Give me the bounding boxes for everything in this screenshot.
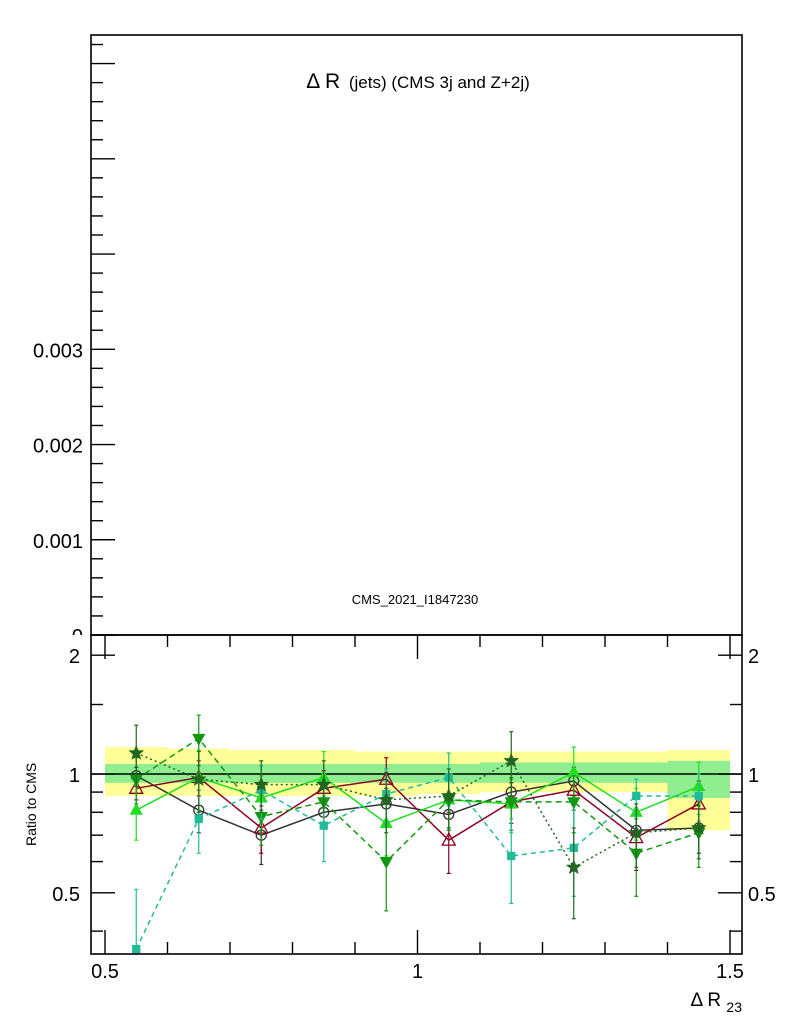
x-tick-label: 1.5 [716, 961, 744, 983]
ratio-y-tick-label: 1 [69, 765, 80, 787]
upper-y-tick-label: 0.001 [33, 531, 83, 553]
series-line [135, 771, 700, 825]
data-point [567, 797, 581, 810]
upper-y-tick-labels: 0.003 0.002 0.001 0 [33, 340, 83, 648]
x-tick-labels: 0.5 1 1.5 [91, 961, 744, 983]
data-point [129, 802, 143, 815]
ratio-y-tick-label-right: 2 [748, 646, 759, 668]
x-tick-label: 0.5 [91, 961, 119, 983]
upper-y-axis-ticks [91, 43, 115, 636]
inner-band-segment [605, 762, 668, 783]
data-point [504, 797, 518, 810]
ratio-y-tick-label: 0.5 [52, 884, 80, 906]
data-point [440, 787, 457, 803]
x-axis-label-sub: 23 [726, 999, 742, 1015]
series-line [135, 752, 699, 869]
series-line [135, 737, 699, 863]
data-point [378, 791, 395, 807]
series-3 [129, 714, 706, 912]
data-point [315, 776, 332, 792]
x-tick-label: 1 [412, 961, 423, 983]
x-axis-label: Δ R 23 [690, 990, 742, 1015]
data-point [507, 851, 516, 861]
upper-y-tick-label: 0 [72, 626, 83, 648]
y-axis-label: Ratio to CMS [23, 763, 39, 846]
chart-title: Δ R (jets) (CMS 3j and Z+2j) [306, 70, 530, 93]
chart-title-symbol: Δ R [306, 70, 340, 93]
ratio-y-tick-label-right: 1 [748, 765, 759, 787]
ratio-y-tick-label: 2 [69, 646, 80, 668]
upper-panel: 0.003 0.002 0.001 0 Δ R (jets) (CMS 3j and … [33, 34, 743, 648]
analysis-label: CMS_2021_I1847230 [352, 592, 479, 607]
ratio-y-tick-label-right: 0.5 [748, 884, 776, 906]
series-line [135, 776, 699, 950]
data-point [192, 733, 206, 746]
data-point [694, 791, 703, 801]
x-axis-label-main: Δ R [690, 990, 721, 1011]
ratio-plot-frame [90, 634, 743, 955]
data-point [628, 824, 645, 840]
data-point [253, 776, 270, 792]
data-point [632, 791, 641, 801]
ratio-panel: 2 2 1 1 0.5 0.5 0.5 1 1.5 Ratio to CMS Δ R 23 [23, 634, 776, 1015]
upper-y-tick-label: 0.002 [33, 436, 83, 458]
data-point [128, 744, 145, 760]
upper-y-tick-label: 0.003 [33, 340, 83, 362]
data-point [194, 814, 203, 823]
chart-title-text: (jets) (CMS 3j and Z+2j) [349, 73, 530, 92]
series-5 [128, 724, 707, 920]
data-point [132, 945, 141, 954]
ratio-series [128, 714, 707, 955]
series-line [136, 776, 700, 842]
data-point [379, 856, 393, 869]
data-point [503, 752, 520, 768]
upper-plot-frame [90, 34, 743, 636]
ratio-axis-ticks [91, 635, 742, 954]
ratio-y-tick-labels: 2 2 1 1 0.5 0.5 [52, 646, 776, 906]
data-point [441, 831, 457, 846]
data-point [319, 821, 328, 830]
data-point [690, 819, 707, 835]
data-point [190, 770, 207, 786]
data-point [565, 859, 582, 875]
